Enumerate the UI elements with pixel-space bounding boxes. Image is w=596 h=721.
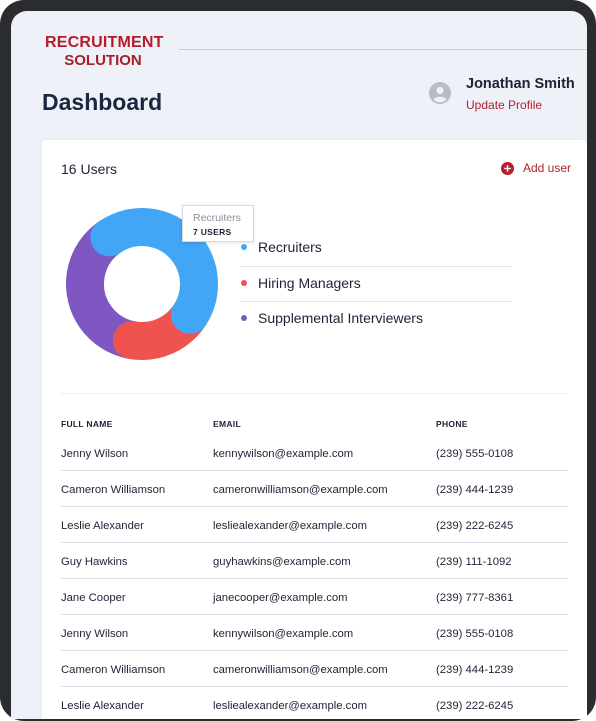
logo-line-2: SOLUTION <box>64 52 142 69</box>
cell-full-name: Jane Cooper <box>61 592 126 604</box>
tooltip-label: Recruiters <box>193 212 241 224</box>
legend-dot-recruiters <box>241 244 247 250</box>
chart-legend: Recruiters Hiring Managers Supplemental … <box>241 231 512 338</box>
cell-phone: (239) 444-1239 <box>436 664 514 676</box>
cell-email: lesliealexander@example.com <box>213 520 368 532</box>
legend-item-recruiters[interactable]: Recruiters <box>241 231 512 267</box>
cell-phone: (239) 222-6245 <box>436 520 514 532</box>
page-title: Dashboard <box>42 89 163 115</box>
users-card: 16 Users Add user Recruiters 7 USERS Rec… <box>42 140 587 719</box>
cell-full-name: Guy Hawkins <box>61 556 128 568</box>
table-row[interactable]: Cameron Williamson cameronwilliamson@exa… <box>61 471 568 507</box>
add-user-label: Add user <box>523 161 572 175</box>
donut-slice-recruiters[interactable] <box>66 208 218 360</box>
users-count: 16 Users <box>61 161 118 177</box>
add-user-button[interactable]: Add user <box>501 161 571 175</box>
cell-full-name: Leslie Alexander <box>61 520 144 532</box>
cell-email: janecooper@example.com <box>213 592 348 604</box>
cell-email: lesliealexander@example.com <box>213 700 368 712</box>
cell-email: cameronwilliamson@example.com <box>213 484 388 496</box>
users-table: FULL NAME EMAIL PHONE Jenny Wilson kenny… <box>61 407 568 719</box>
tooltip-value: 7 USERS <box>193 227 232 237</box>
users-donut-chart[interactable] <box>66 208 218 360</box>
cell-full-name: Cameron Williamson <box>61 664 166 676</box>
user-avatar-icon[interactable] <box>429 82 451 104</box>
cell-full-name: Cameron Williamson <box>61 484 166 496</box>
chart-tooltip: Recruiters 7 USERS <box>182 205 254 242</box>
table-row[interactable]: Leslie Alexander lesliealexander@example… <box>61 687 568 719</box>
cell-phone: (239) 555-0108 <box>436 628 514 640</box>
cell-phone: (239) 777-8361 <box>436 592 514 604</box>
cell-phone: (239) 444-1239 <box>436 484 514 496</box>
cell-full-name: Leslie Alexander <box>61 700 144 712</box>
cell-phone: (239) 555-0108 <box>436 448 514 460</box>
cell-email: cameronwilliamson@example.com <box>213 664 388 676</box>
legend-dot-supplemental-interviewers <box>241 315 247 321</box>
table-row[interactable]: Leslie Alexander lesliealexander@example… <box>61 507 568 543</box>
table-row[interactable]: Cameron Williamson cameronwilliamson@exa… <box>61 651 568 687</box>
logo-line-1: RECRUITMENT <box>45 34 164 51</box>
column-header-full-name[interactable]: FULL NAME <box>61 419 113 429</box>
legend-label: Hiring Managers <box>258 274 361 291</box>
section-divider <box>61 393 568 394</box>
legend-item-hiring-managers[interactable]: Hiring Managers <box>241 267 512 302</box>
legend-label: Supplemental Interviewers <box>258 310 423 326</box>
table-row[interactable]: Jenny Wilson kennywilson@example.com (23… <box>61 615 568 651</box>
app-screen: RECRUITMENT SOLUTION Dashboard Jonathan … <box>11 11 587 719</box>
update-profile-link[interactable]: Update Profile <box>466 98 543 112</box>
legend-label: Recruiters <box>258 239 322 255</box>
table-header-row: FULL NAME EMAIL PHONE <box>61 407 568 435</box>
cell-email: kennywilson@example.com <box>213 628 354 640</box>
donut-slice-hiring-managers[interactable] <box>66 208 218 360</box>
legend-dot-hiring-managers <box>241 279 247 286</box>
cell-phone: (239) 222-6245 <box>436 700 514 712</box>
cell-phone: (239) 111-1092 <box>436 556 512 568</box>
table-row[interactable]: Jane Cooper janecooper@example.com (239)… <box>61 579 568 615</box>
cell-full-name: Jenny Wilson <box>61 448 129 460</box>
cell-email: guyhawkins@example.com <box>213 556 351 568</box>
column-header-phone[interactable]: PHONE <box>436 419 468 429</box>
table-row[interactable]: Guy Hawkins guyhawkins@example.com (239)… <box>61 543 568 579</box>
legend-item-supplemental-interviewers[interactable]: Supplemental Interviewers <box>241 302 512 338</box>
plus-circle-icon <box>501 161 514 175</box>
cell-email: kennywilson@example.com <box>213 448 354 460</box>
header-divider <box>179 49 587 50</box>
cell-full-name: Jenny Wilson <box>61 628 129 640</box>
column-header-email[interactable]: EMAIL <box>213 419 241 429</box>
app-logo[interactable]: RECRUITMENT SOLUTION <box>45 34 164 69</box>
table-row[interactable]: Jenny Wilson kennywilson@example.com (23… <box>61 435 568 471</box>
user-name: Jonathan Smith <box>466 76 575 92</box>
